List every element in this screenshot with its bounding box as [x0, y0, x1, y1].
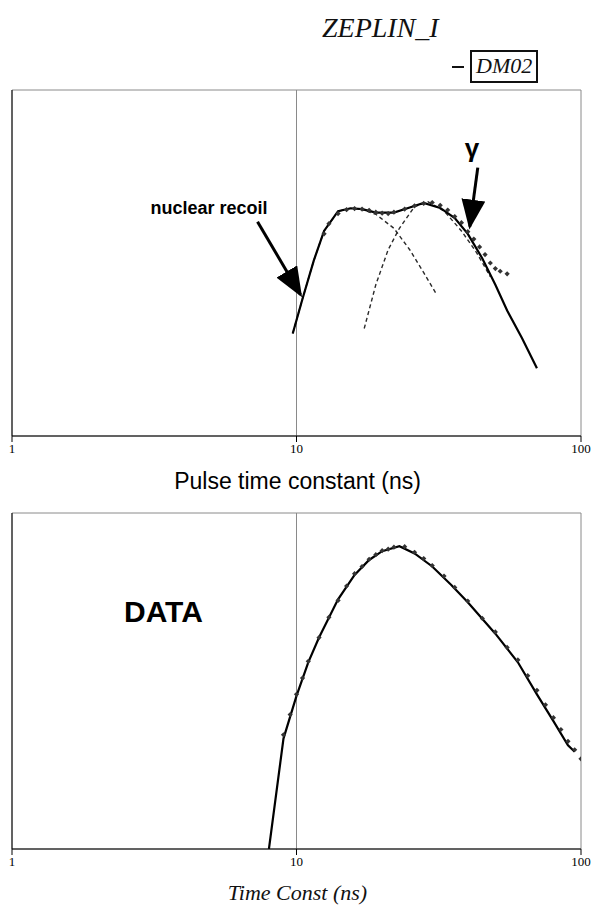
svg-text:1: 1 [9, 854, 16, 869]
svg-text:10: 10 [290, 441, 303, 456]
html-text:Time Const (ns): Time Const (ns) [227, 880, 368, 905]
svg-text:1: 1 [9, 441, 16, 456]
html-text:nuclear recoil: nuclear recoil [150, 197, 268, 218]
svg-text:100: 100 [571, 441, 591, 456]
svg-text:100: 100 [571, 854, 591, 869]
html-text:DM02: DM02 [476, 53, 533, 78]
html-text:ZEPLIN_I: ZEPLIN_I [322, 12, 439, 43]
html-text:DATA: DATA [124, 595, 203, 628]
svg-text:10: 10 [290, 854, 303, 869]
html-text:Pulse time constant (ns): Pulse time constant (ns) [174, 468, 421, 494]
html-text:γ: γ [464, 132, 480, 163]
